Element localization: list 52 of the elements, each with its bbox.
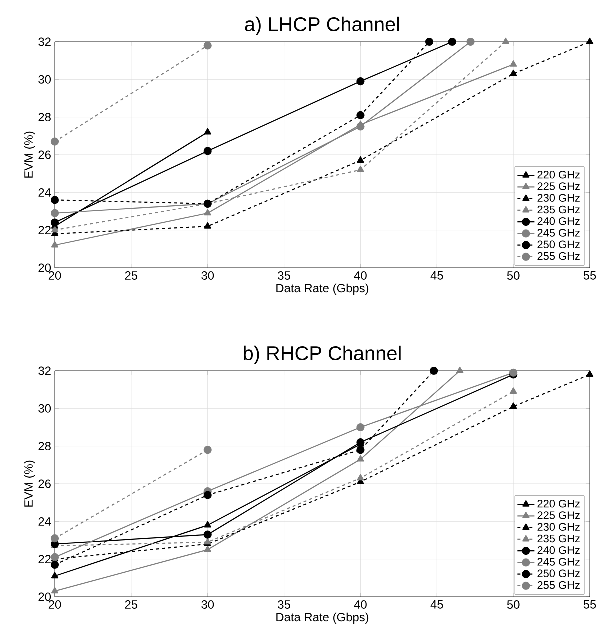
y-tick-label: 20 (38, 264, 52, 272)
x-tick-label: 45 (430, 272, 444, 280)
legend-label: 230 GHz (538, 194, 580, 202)
x-axis-title: Data Rate (Gbps) (276, 284, 369, 295)
x-tick-label: 50 (507, 272, 520, 280)
y-tick-label: 26 (38, 150, 51, 160)
y-tick-label: 24 (38, 517, 52, 526)
x-tick-label: 40 (354, 272, 367, 280)
legend-label: 220 GHz (538, 170, 580, 179)
x-tick-label: 50 (507, 600, 520, 609)
y-axis-title: EVM (%) (24, 132, 36, 178)
x-tick-label: 25 (125, 272, 138, 280)
y-tick-label: 30 (38, 75, 52, 84)
legend-label: 250 GHz (538, 240, 580, 249)
y-tick-label: 28 (38, 442, 51, 451)
chart-title: a) LHCP Channel (245, 16, 400, 36)
x-axis-title: Data Rate (Gbps) (276, 612, 369, 624)
y-axis-title: EVM (%) (24, 460, 36, 507)
x-tick-label: 20 (48, 272, 62, 280)
legend-label: 255 GHz (538, 252, 580, 260)
legend-label: 230 GHz (538, 523, 580, 531)
x-tick-label: 25 (125, 600, 138, 609)
x-tick-label: 35 (278, 600, 290, 609)
x-tick-label: 20 (48, 600, 62, 609)
y-tick-label: 20 (38, 592, 52, 602)
legend-label: 235 GHz (538, 206, 580, 214)
legend-label: 245 GHz (538, 558, 580, 566)
legend-label: 225 GHz (538, 182, 580, 190)
legend-label: 225 GHz (538, 512, 580, 520)
legend-label: 245 GHz (538, 229, 580, 237)
y-tick-label: 22 (38, 226, 51, 234)
x-tick-label: 40 (354, 600, 367, 609)
x-tick-label: 30 (202, 272, 214, 280)
legend-label: 250 GHz (538, 570, 580, 578)
legend-label: 235 GHz (538, 534, 580, 543)
y-tick-label: 28 (38, 113, 51, 122)
legend-label: 240 GHz (538, 218, 580, 226)
y-tick-label: 26 (38, 480, 51, 488)
legend-label: 220 GHz (538, 500, 580, 508)
x-tick-label: 30 (202, 600, 214, 609)
chart-title: b) RHCP Channel (244, 346, 401, 364)
x-tick-label: 45 (430, 600, 444, 609)
y-tick-label: 24 (38, 188, 52, 197)
y-tick-label: 32 (38, 38, 51, 46)
x-tick-label: 55 (584, 600, 596, 609)
legend-label: 240 GHz (538, 546, 580, 554)
x-tick-label: 55 (584, 272, 596, 280)
x-tick-label: 35 (278, 272, 290, 280)
legend-label: 255 GHz (538, 581, 580, 590)
y-tick-label: 32 (38, 366, 51, 376)
y-tick-label: 22 (38, 555, 51, 564)
y-tick-label: 30 (38, 404, 52, 413)
